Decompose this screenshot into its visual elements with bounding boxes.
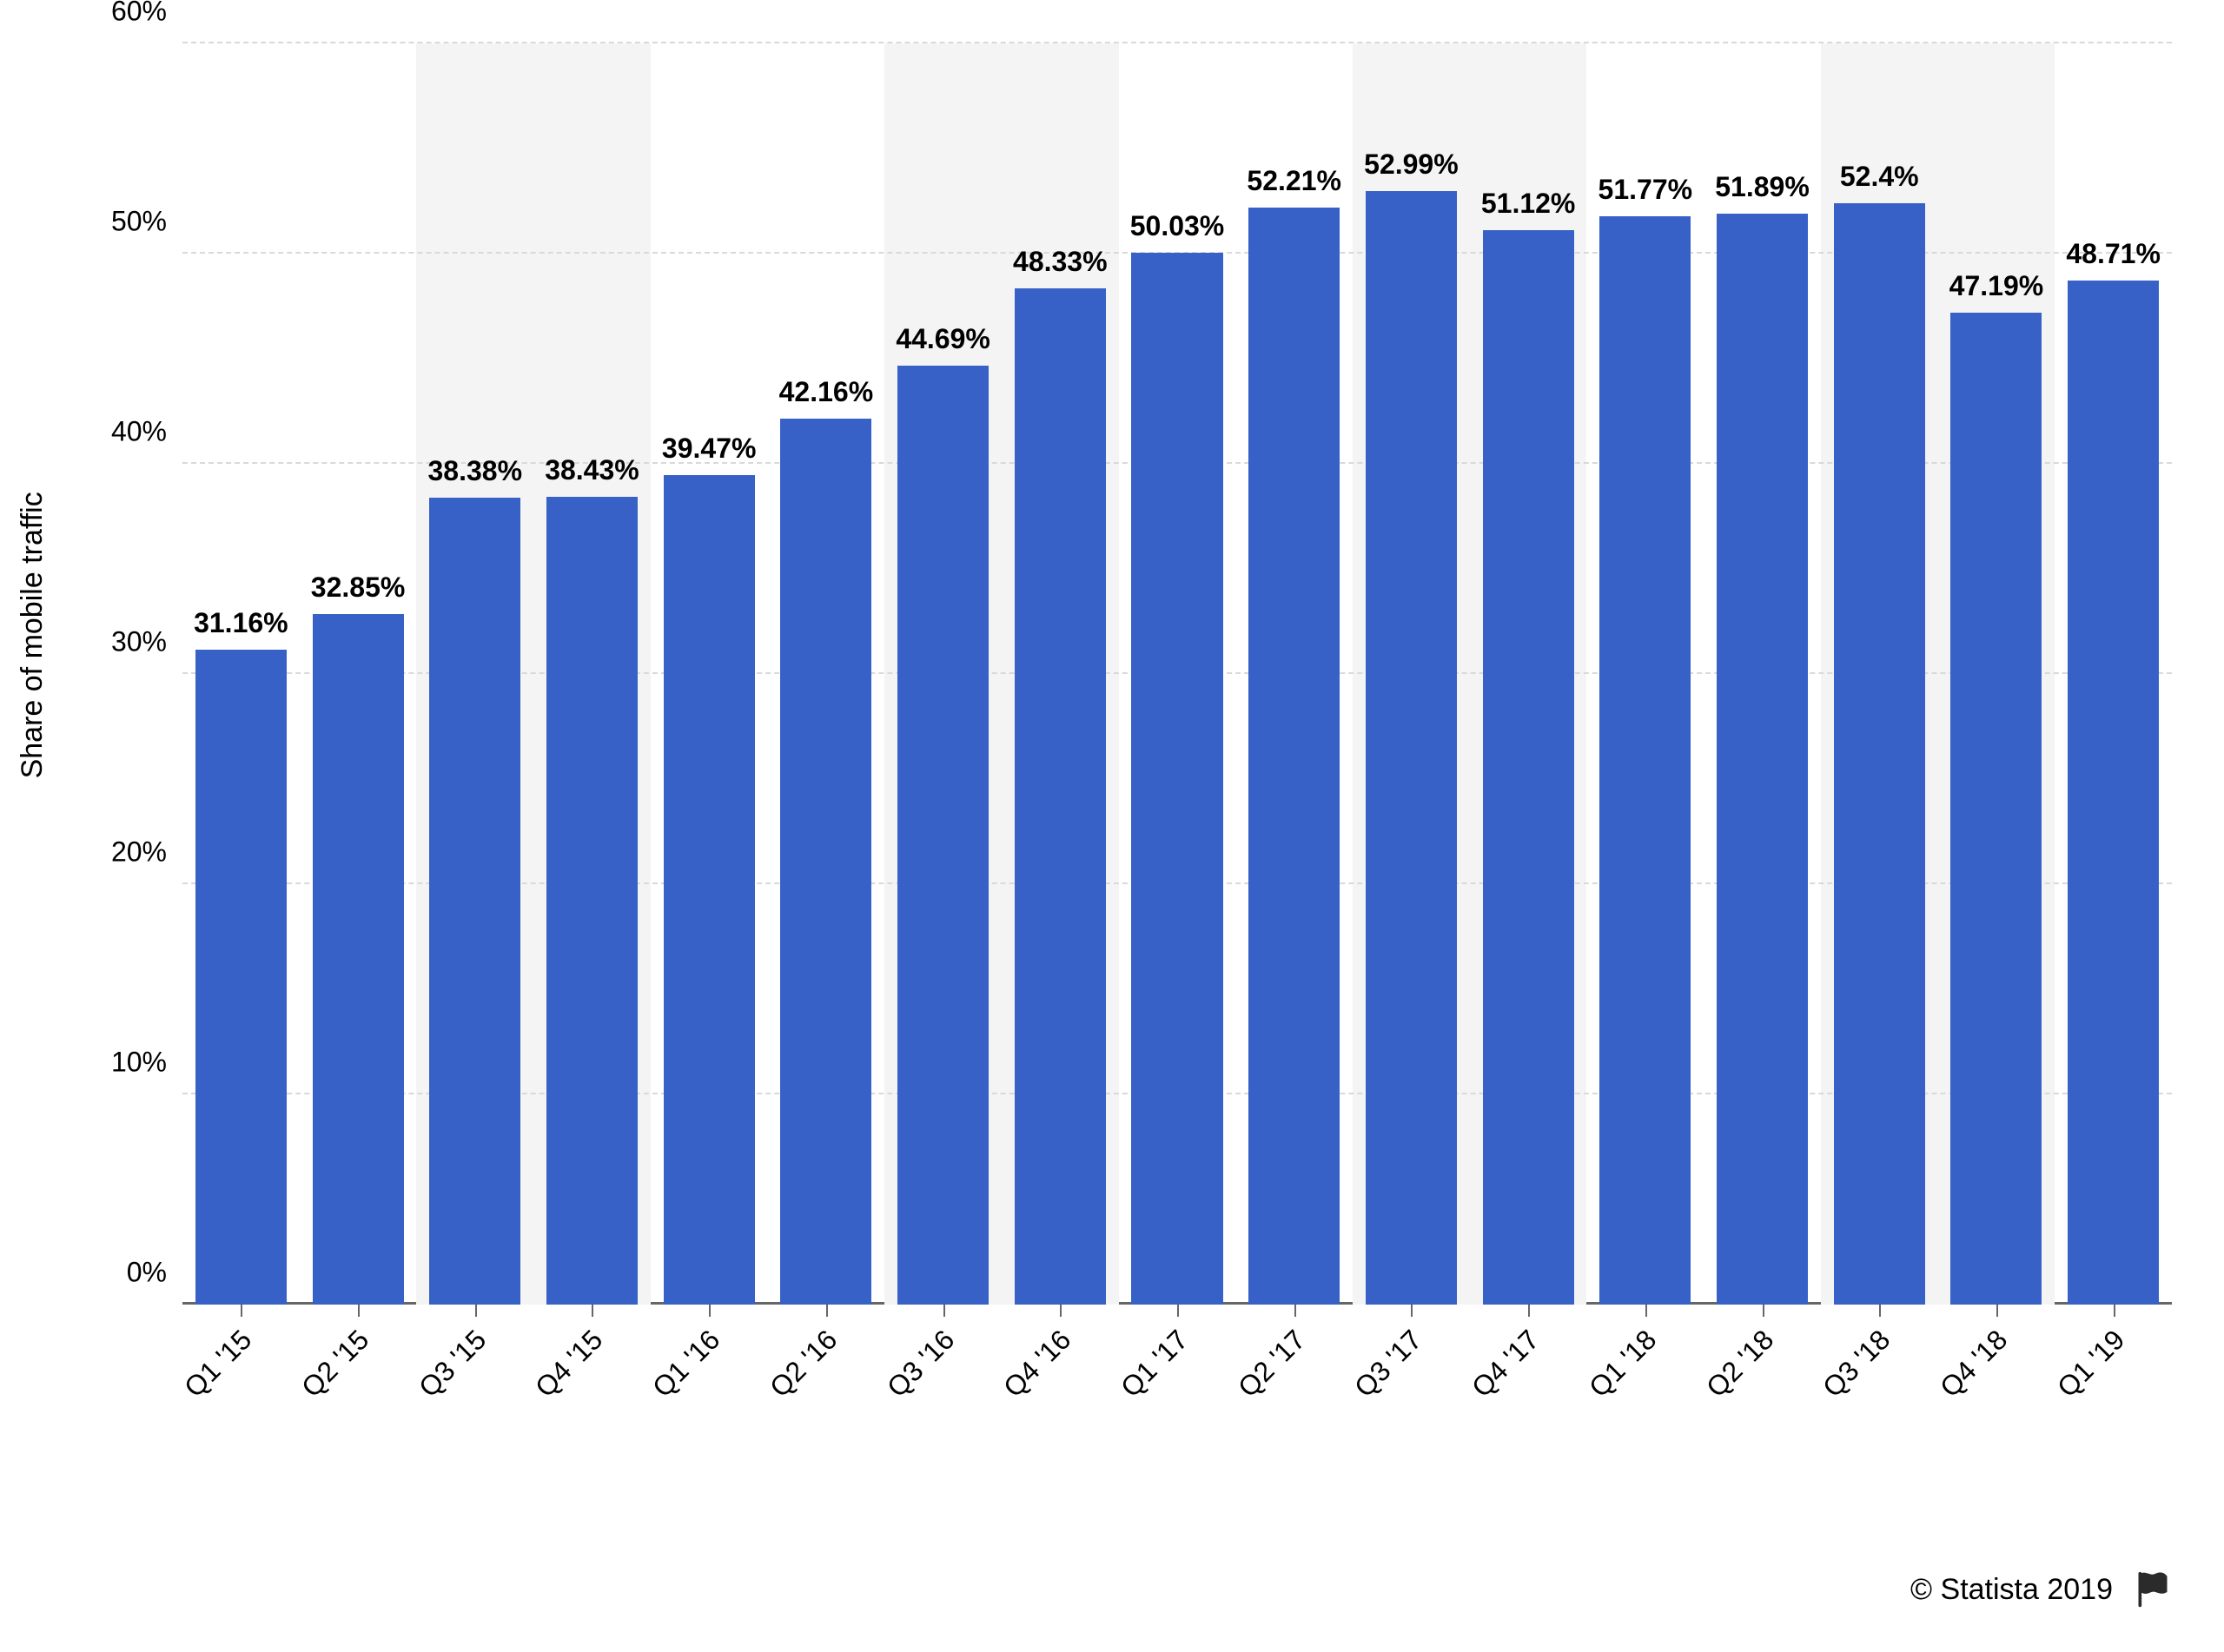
bar[interactable]: 38.43%: [546, 497, 638, 1305]
y-tick-label: 20%: [111, 836, 182, 869]
bar-value-label: 50.03%: [1130, 210, 1225, 253]
bar-value-label: 52.4%: [1840, 161, 1919, 203]
bar-value-label: 52.99%: [1364, 149, 1459, 191]
flag-icon[interactable]: [2134, 1570, 2172, 1609]
bar[interactable]: 44.69%: [897, 366, 989, 1305]
bar-value-label: 48.33%: [1013, 246, 1108, 288]
bar[interactable]: 42.16%: [780, 419, 871, 1305]
x-tick: [1879, 1305, 1881, 1317]
bar[interactable]: 51.12%: [1483, 230, 1574, 1305]
y-tick-label: 50%: [111, 206, 182, 238]
x-tick: [1645, 1305, 1647, 1317]
bar[interactable]: 51.77%: [1599, 216, 1691, 1305]
y-tick-label: 30%: [111, 626, 182, 658]
bar[interactable]: 31.16%: [195, 650, 287, 1305]
x-tick: [1763, 1305, 1764, 1317]
x-tick: [1411, 1305, 1413, 1317]
copyright-text: © Statista 2019: [1910, 1573, 2113, 1607]
bar[interactable]: 48.71%: [2068, 281, 2159, 1305]
bar[interactable]: 39.47%: [664, 475, 755, 1305]
y-tick-label: 0%: [127, 1257, 182, 1289]
x-tick: [475, 1305, 477, 1317]
chart-container: Share of mobile traffic 0% 10% 20% 30% 40% 50…: [0, 0, 2224, 1652]
x-tick: [2114, 1305, 2115, 1317]
bar-value-label: 51.12%: [1481, 188, 1576, 230]
bar[interactable]: 48.33%: [1015, 288, 1106, 1305]
bar-value-label: 39.47%: [662, 433, 757, 475]
bar-value-label: 38.38%: [427, 455, 522, 498]
bar[interactable]: 52.99%: [1366, 191, 1457, 1305]
bar-value-label: 38.43%: [545, 454, 639, 497]
x-tick: [241, 1305, 242, 1317]
bar[interactable]: 47.19%: [1950, 313, 2042, 1305]
bar[interactable]: 50.03%: [1131, 253, 1222, 1305]
y-axis-title: Share of mobile traffic: [16, 492, 50, 778]
bar-value-label: 51.77%: [1598, 174, 1693, 216]
bar-value-label: 52.21%: [1247, 165, 1341, 208]
x-tick: [1528, 1305, 1530, 1317]
x-tick: [1060, 1305, 1062, 1317]
bar-value-label: 32.85%: [311, 572, 406, 614]
y-tick-label: 40%: [111, 416, 182, 448]
bars-layer: 31.16% 32.85% 38.38% 38.43% 39.47% 42.16% 44.6…: [182, 43, 2172, 1305]
bar[interactable]: 52.4%: [1834, 203, 1925, 1305]
x-tick: [709, 1305, 711, 1317]
bar[interactable]: 38.38%: [429, 498, 520, 1305]
bar-value-label: 51.89%: [1715, 171, 1810, 214]
x-tick: [1294, 1305, 1296, 1317]
bar[interactable]: 32.85%: [313, 614, 404, 1305]
bar[interactable]: 52.21%: [1248, 208, 1340, 1305]
y-tick-label: 60%: [111, 0, 182, 28]
x-tick: [943, 1305, 945, 1317]
chart-footer: © Statista 2019: [1910, 1570, 2172, 1609]
x-tick: [1177, 1305, 1179, 1317]
plot-area: 0%10%20%30%40%50%60%31.16%32.85%38.38%38…: [182, 43, 2172, 1305]
bar-value-label: 31.16%: [194, 607, 288, 650]
y-tick-label: 10%: [111, 1047, 182, 1079]
bar-value-label: 44.69%: [896, 323, 990, 366]
bar[interactable]: 51.89%: [1717, 214, 1808, 1305]
bar-value-label: 48.71%: [2066, 238, 2161, 281]
x-tick: [358, 1305, 360, 1317]
x-tick: [1996, 1305, 1998, 1317]
x-tick: [826, 1305, 828, 1317]
bar-value-label: 47.19%: [1949, 270, 2044, 313]
bar-value-label: 42.16%: [779, 376, 874, 419]
